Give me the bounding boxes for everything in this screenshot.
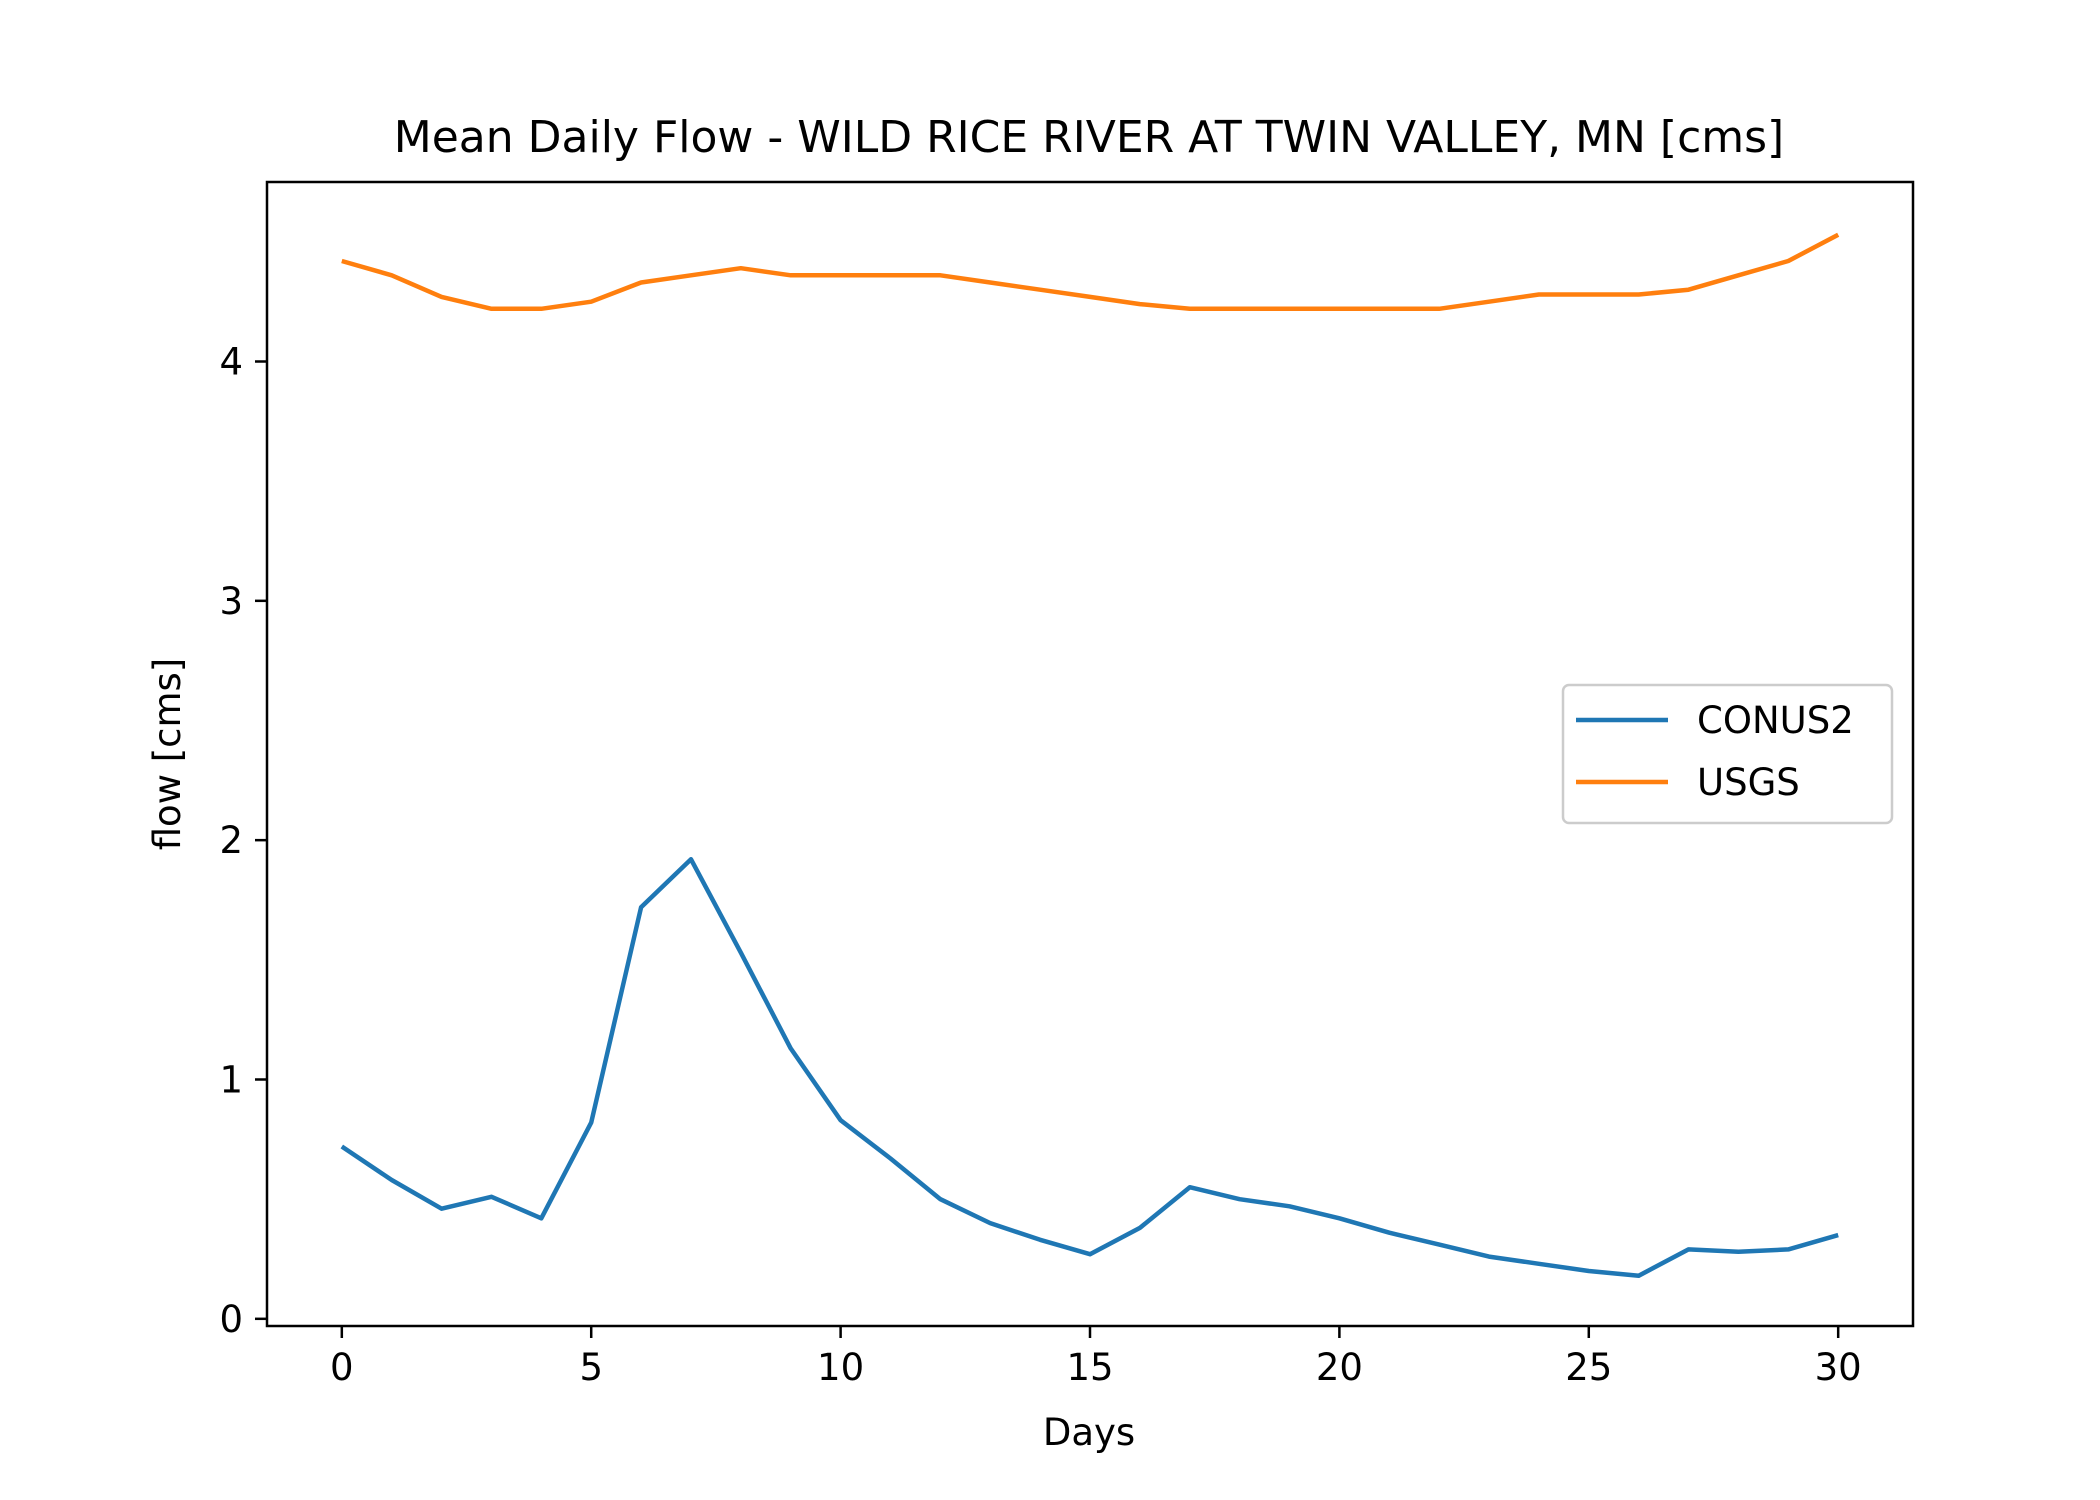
x-tick-label: 20 [1316, 1346, 1363, 1389]
x-tick-label: 15 [1066, 1346, 1113, 1389]
y-axis-label: flow [cms] [146, 658, 189, 851]
y-tick-label: 0 [219, 1298, 243, 1341]
legend-label-conus2: CONUS2 [1697, 699, 1854, 742]
y-axis: 0 1 2 3 4 [219, 340, 267, 1341]
x-tick-label: 5 [579, 1346, 603, 1389]
legend: CONUS2 USGS [1561, 683, 1894, 825]
plot-lines [340, 232, 1840, 1278]
y-tick-label: 2 [219, 819, 243, 862]
x-tick-label: 10 [817, 1346, 864, 1389]
y-tick-label: 1 [219, 1058, 243, 1101]
x-axis-label: Days [1043, 1411, 1135, 1454]
series-line-usgs [341, 232, 1840, 312]
x-tick-label: 0 [330, 1346, 354, 1389]
legend-label-usgs: USGS [1697, 761, 1800, 804]
y-tick-label: 3 [219, 580, 243, 623]
y-tick-label: 4 [219, 340, 243, 383]
x-tick-label: 30 [1815, 1346, 1862, 1389]
x-axis: 0 5 10 15 20 25 30 [330, 1326, 1862, 1389]
series-line-conus2 [340, 857, 1839, 1278]
chart-title: Mean Daily Flow - WILD RICE RIVER AT TWI… [394, 112, 1784, 163]
x-tick-label: 25 [1565, 1346, 1612, 1389]
